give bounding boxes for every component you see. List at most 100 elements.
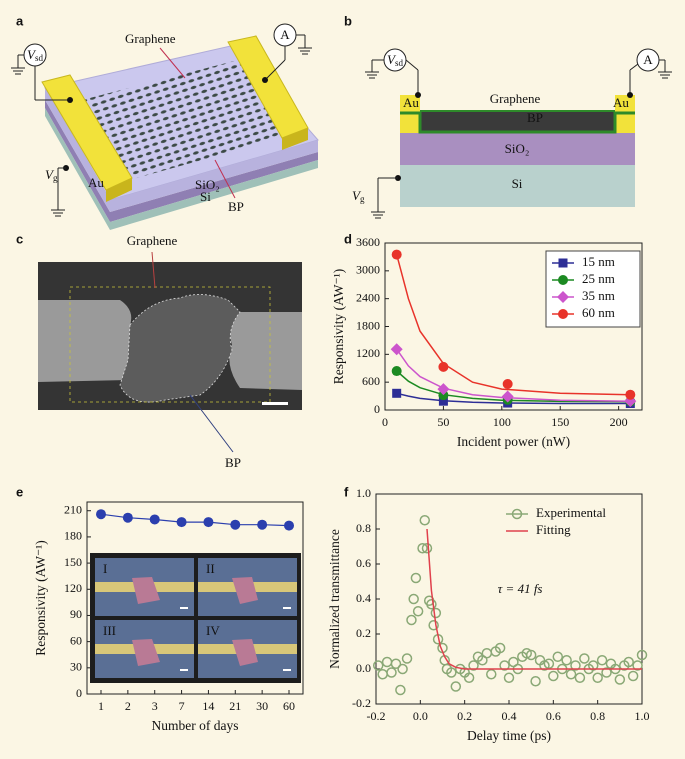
y-tick-label: 0.4 — [356, 591, 371, 605]
panel-label: d — [344, 231, 352, 246]
x-tick-label: 0.6 — [546, 709, 561, 723]
marker — [494, 642, 506, 654]
marker — [284, 520, 294, 531]
device-3d: Graphene A Vsd Vg Au SiO₂ Si BP — [11, 23, 319, 230]
inset-label: II — [206, 561, 215, 576]
marker — [149, 514, 160, 525]
y-tick-label: 90 — [70, 607, 82, 621]
marker — [122, 512, 133, 523]
marker — [574, 672, 586, 683]
marker — [176, 517, 187, 528]
y-tick-label: 60 — [70, 633, 82, 647]
marker — [392, 388, 402, 398]
y-axis-label: Responsivity (AW⁻¹) — [331, 269, 346, 384]
marker — [570, 660, 581, 671]
marker — [596, 655, 608, 666]
marker — [627, 670, 639, 682]
x-tick-label: 1 — [98, 699, 104, 713]
marker — [502, 379, 513, 390]
y-tick-label: 120 — [64, 581, 82, 595]
label: sd — [35, 53, 44, 63]
label: V — [352, 188, 362, 203]
panel-label: e — [16, 484, 23, 499]
y-tick-label: 1200 — [356, 346, 380, 360]
legend-label: 25 nm — [582, 271, 615, 286]
marker — [401, 653, 413, 664]
y-tick-label: 0.6 — [356, 556, 371, 570]
marker — [558, 275, 568, 285]
marker — [511, 508, 523, 520]
plot-frame — [86, 501, 304, 695]
marker — [390, 343, 403, 356]
y-tick-label: 1800 — [356, 318, 380, 332]
x-tick-label: 1.0 — [635, 709, 650, 723]
y-tick-label: 0 — [76, 686, 82, 700]
marker — [230, 519, 241, 530]
label: A — [280, 27, 290, 42]
inset-label: IV — [206, 623, 220, 638]
panel-label: a — [16, 13, 24, 28]
label: SiO₂ — [195, 177, 220, 192]
marker — [632, 660, 643, 671]
x-axis-label: Incident power (nW) — [457, 434, 570, 449]
fit-line — [396, 392, 631, 405]
y-tick-label: 3600 — [356, 235, 380, 249]
x-tick-label: 0.0 — [413, 709, 428, 723]
y-tick-label: 0.8 — [356, 521, 371, 535]
label: Au — [613, 95, 629, 110]
fit-line — [396, 348, 631, 402]
x-tick-label: 14 — [202, 699, 214, 713]
marker — [257, 519, 268, 530]
marker — [468, 660, 479, 671]
marker — [499, 660, 510, 671]
x-tick-label: 60 — [283, 699, 295, 713]
marker — [372, 660, 384, 671]
marker — [565, 669, 577, 680]
marker — [625, 389, 636, 400]
label: Si — [512, 176, 523, 191]
marker — [417, 543, 428, 554]
panel-labels: a b c d e f — [16, 13, 352, 499]
panel-label: f — [344, 484, 349, 499]
y-tick-label: -0.2 — [352, 696, 371, 710]
marker — [557, 291, 569, 303]
y-tick-label: 3000 — [356, 263, 380, 277]
fit-line — [395, 254, 631, 396]
y-tick-label: 2400 — [356, 290, 380, 304]
y-axis-label: Normalized transmittance — [327, 529, 342, 669]
marker — [406, 614, 417, 626]
marker — [501, 390, 514, 403]
y-tick-label: 210 — [64, 502, 82, 516]
label: Graphene — [127, 233, 178, 248]
annotation: τ = 41 fs — [498, 581, 543, 596]
marker — [381, 656, 393, 668]
marker — [426, 599, 437, 610]
label: Vsd — [387, 52, 403, 68]
y-tick-label: 0.2 — [356, 626, 371, 640]
marker — [587, 660, 599, 671]
x-tick-label: 21 — [229, 699, 241, 713]
marker — [450, 681, 462, 692]
x-tick-label: 2 — [125, 699, 131, 713]
inset-photo — [95, 558, 297, 678]
label: BP — [225, 455, 241, 470]
legend-label: Fitting — [536, 522, 571, 537]
x-tick-label: -0.2 — [367, 709, 386, 723]
cross-section: Vsd A Vg Au Au Graphene BP SiO₂ Si — [352, 48, 672, 219]
inset-photos: I II III IV — [90, 553, 301, 683]
marker — [391, 366, 402, 377]
label: Au — [403, 95, 419, 110]
y-axis-label: Responsivity (AW⁻¹) — [33, 540, 48, 655]
label: Si — [200, 189, 211, 204]
marker — [408, 593, 419, 605]
x-tick-label: 150 — [551, 415, 569, 429]
label: A — [643, 52, 653, 67]
label: g — [360, 194, 365, 204]
marker — [391, 249, 402, 260]
marker — [623, 656, 634, 668]
x-tick-label: 0.8 — [590, 709, 605, 723]
marker — [395, 684, 406, 696]
marker — [558, 309, 568, 319]
marker — [614, 674, 626, 685]
